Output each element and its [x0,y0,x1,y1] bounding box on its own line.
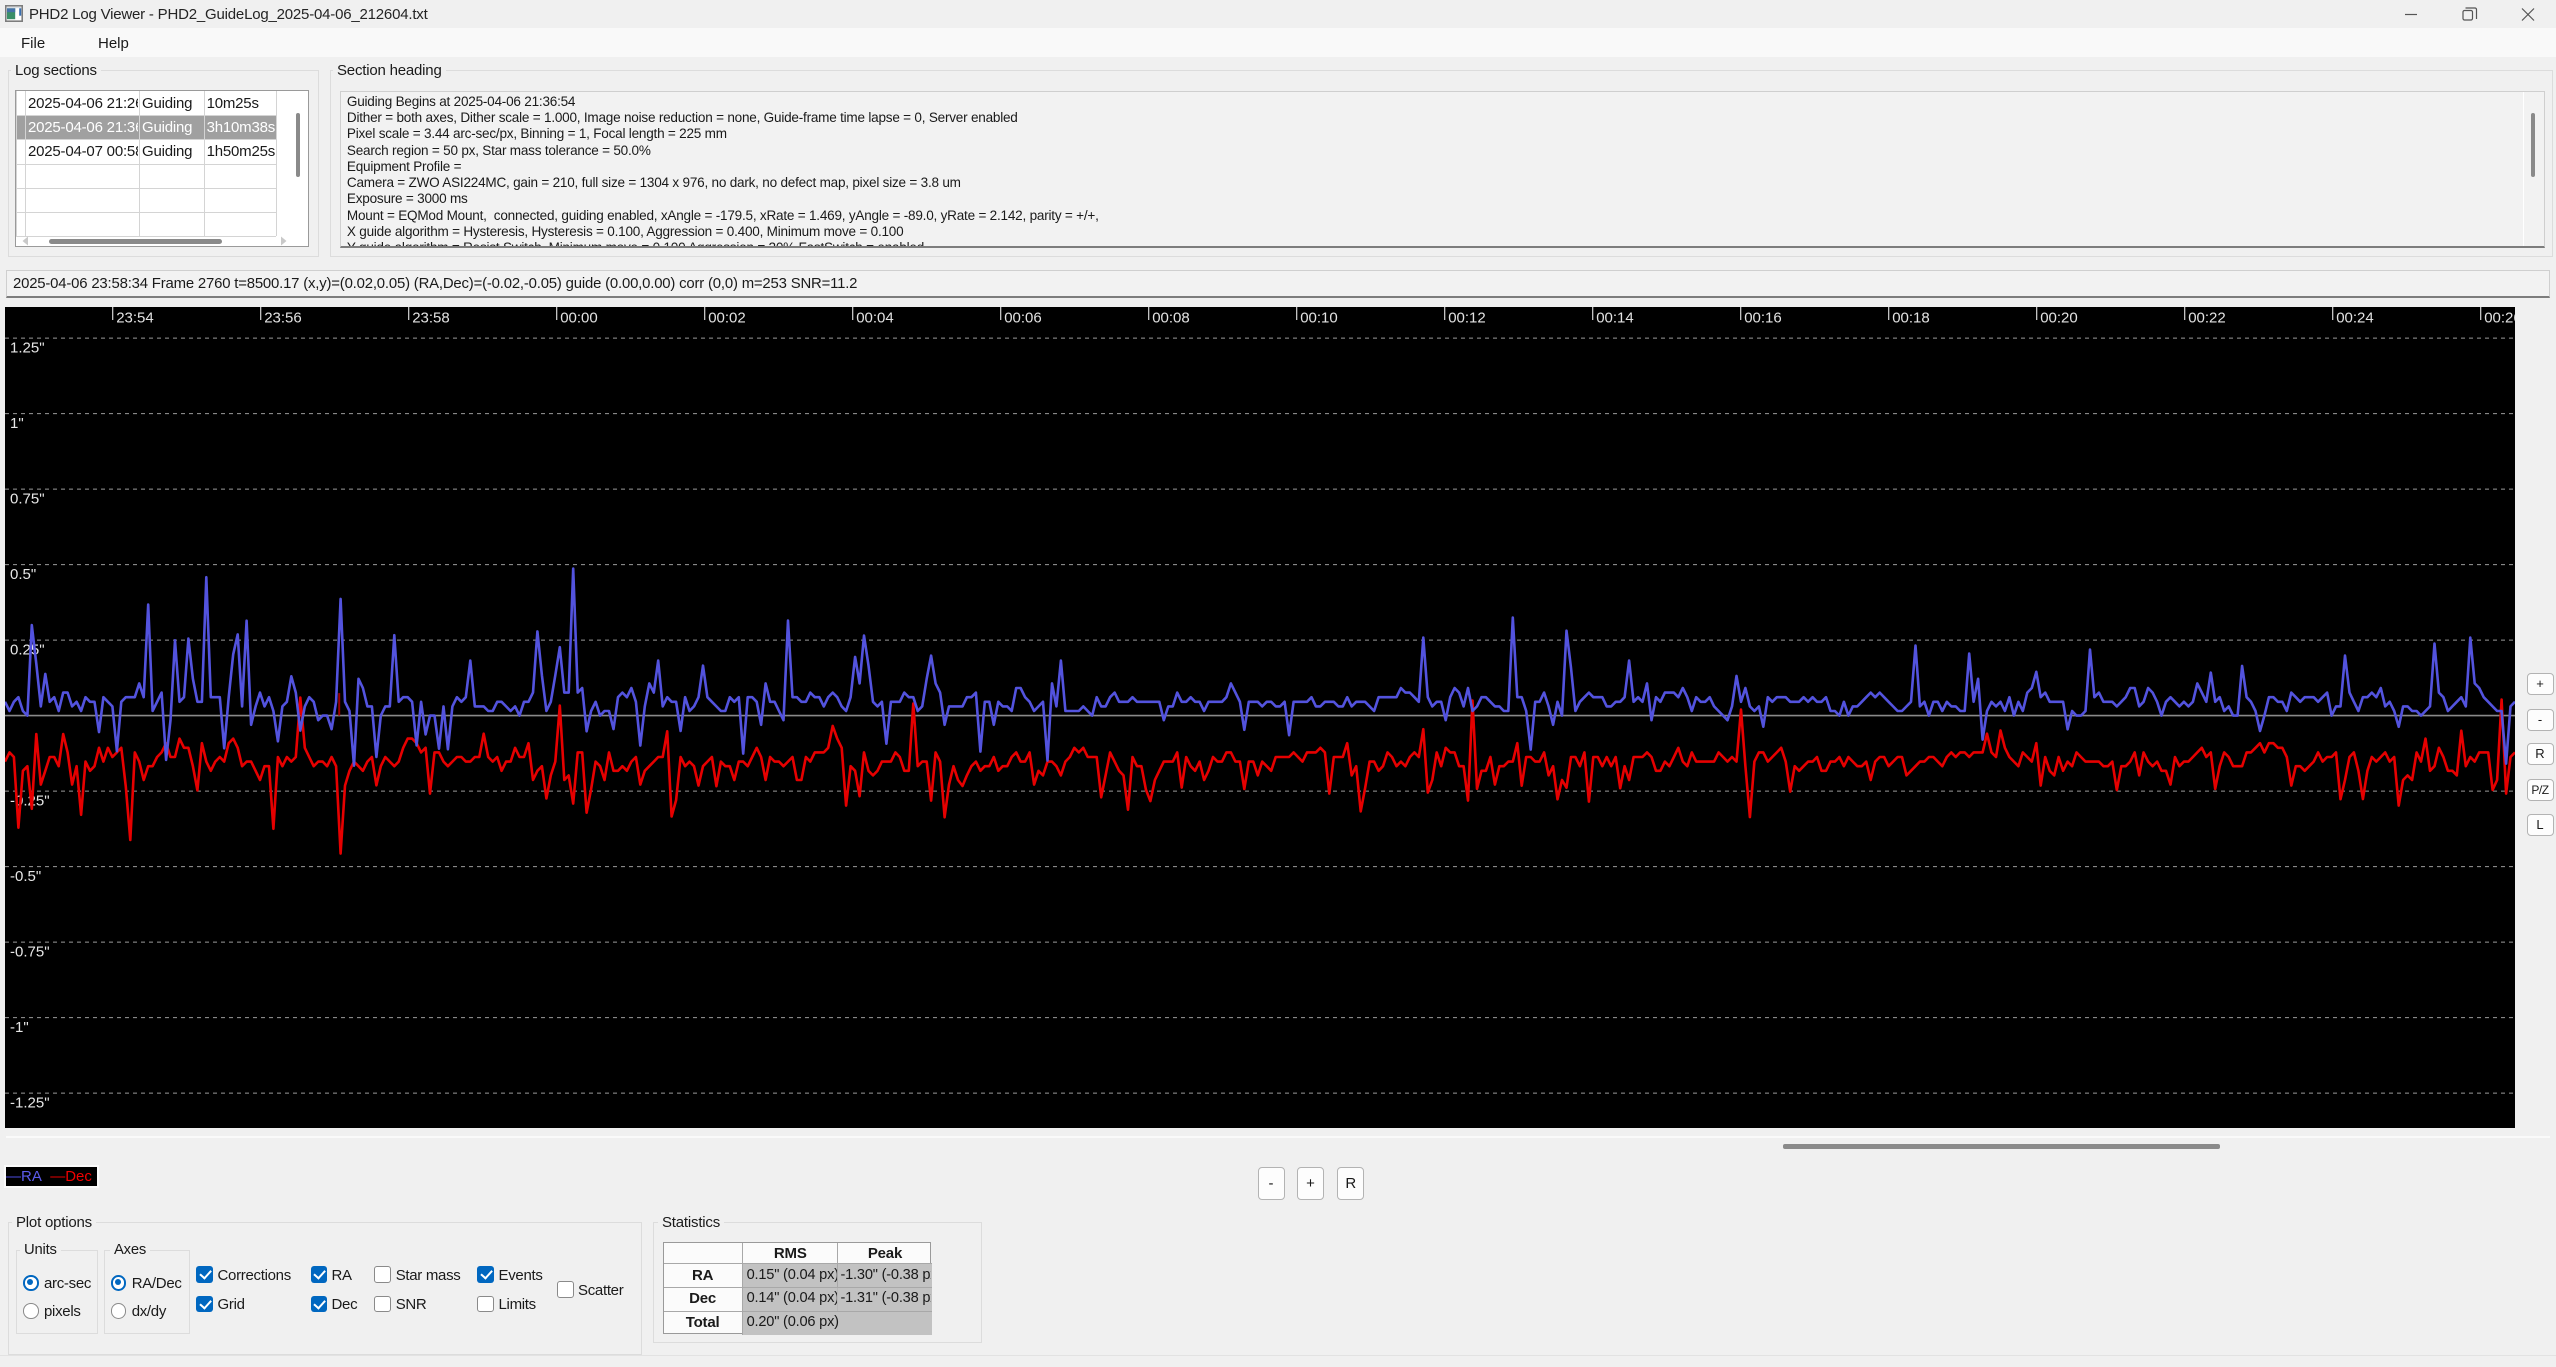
svg-text:1": 1" [10,415,24,432]
svg-text:-0.75": -0.75" [10,944,50,961]
svg-text:00:02: 00:02 [708,310,746,327]
svg-text:00:12: 00:12 [1448,310,1486,327]
svg-text:00:22: 00:22 [2188,310,2226,327]
svg-text:00:14: 00:14 [1596,310,1634,327]
svg-text:00:16: 00:16 [1744,310,1782,327]
svg-text:00:24: 00:24 [2336,310,2374,327]
svg-text:1.25": 1.25" [10,340,45,357]
svg-text:00:04: 00:04 [856,310,894,327]
svg-text:0.75": 0.75" [10,491,45,508]
svg-text:23:56: 23:56 [264,310,302,327]
svg-text:0.25": 0.25" [10,642,45,659]
svg-text:-0.5": -0.5" [10,868,41,885]
svg-text:00:20: 00:20 [2040,310,2078,327]
svg-text:00:26: 00:26 [2484,310,2515,327]
svg-text:00:18: 00:18 [1892,310,1930,327]
svg-text:00:08: 00:08 [1152,310,1190,327]
svg-text:-1": -1" [10,1019,29,1036]
svg-text:0.5": 0.5" [10,566,36,583]
svg-text:23:54: 23:54 [116,310,154,327]
svg-text:00:10: 00:10 [1300,310,1338,327]
svg-text:00:06: 00:06 [1004,310,1042,327]
svg-text:-1.25": -1.25" [10,1095,50,1112]
svg-text:23:58: 23:58 [412,310,450,327]
svg-text:00:00: 00:00 [560,310,598,327]
